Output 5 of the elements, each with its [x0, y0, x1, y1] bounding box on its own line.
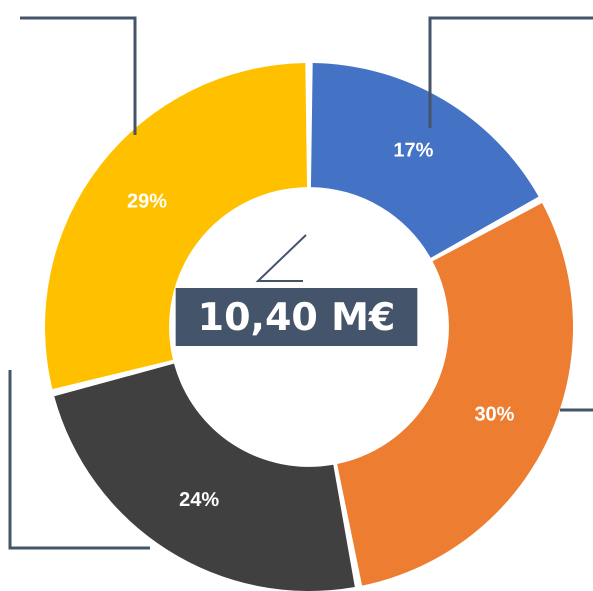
data-label: 29%	[127, 190, 168, 212]
text: 10,40 M€	[198, 295, 396, 339]
data-label: 30%	[474, 403, 515, 426]
data-label: 17%	[393, 140, 434, 162]
data-label: 24%	[179, 489, 220, 512]
